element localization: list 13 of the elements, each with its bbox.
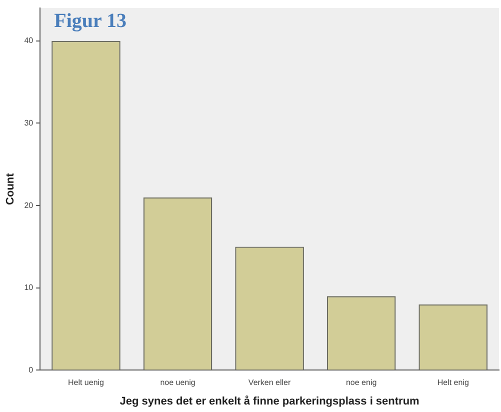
y-tick-label: 30 [24, 118, 34, 128]
x-tick-label: noe enig [346, 378, 377, 388]
x-tick-label: Helt enig [437, 378, 469, 388]
x-axis-title: Jeg synes det er enkelt å finne parkeringsplass i sentrum [120, 394, 420, 408]
y-tick-label: 0 [28, 365, 34, 374]
y-tick-label: 40 [24, 36, 34, 46]
y-axis-title: Count [4, 172, 17, 205]
y-tick-label: 10 [24, 283, 34, 292]
chart-title: Figur 13 [54, 10, 127, 32]
y-tick-label: 20 [24, 200, 34, 210]
x-tick-label: noe uenig [160, 378, 196, 388]
x-tick-label: Helt uenig [68, 378, 104, 388]
x-tick-label: Verken eller [248, 378, 292, 388]
